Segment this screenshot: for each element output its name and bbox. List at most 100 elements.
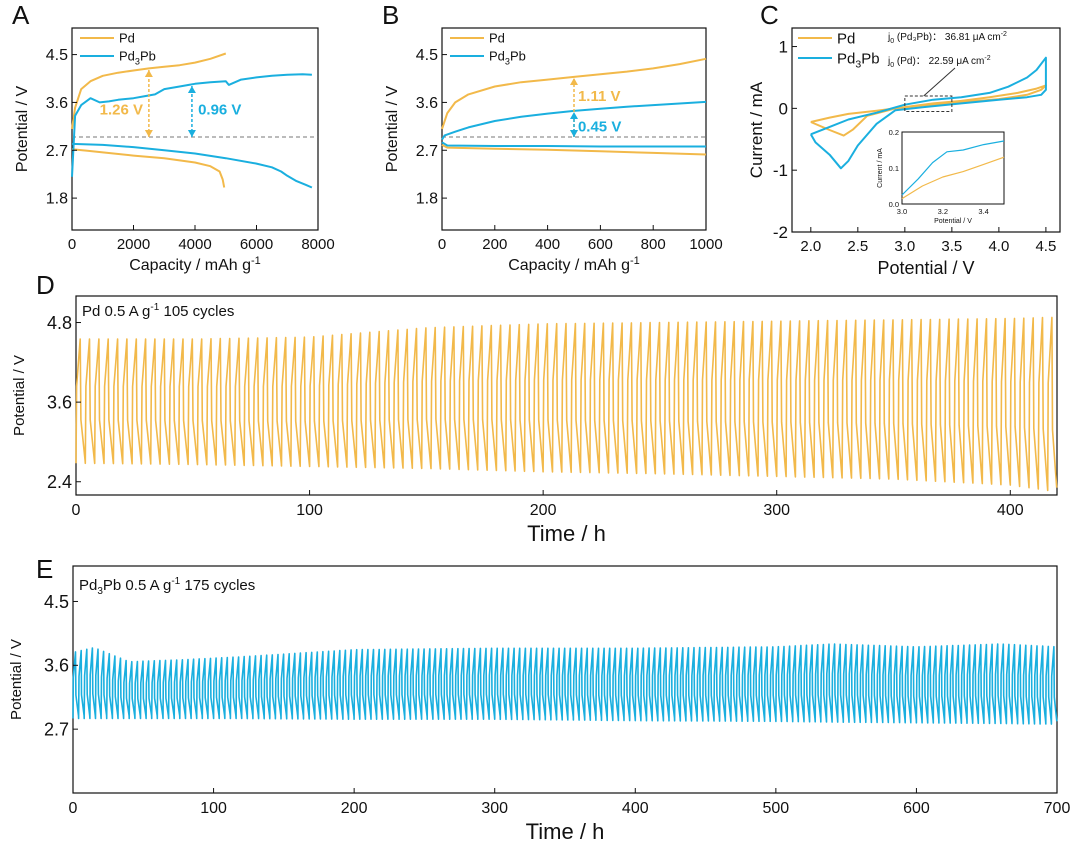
x-axis-label: Time / h xyxy=(527,521,606,546)
x-axis-label: Capacity / mAh g-1 xyxy=(508,255,640,274)
y-tick-label: 4.5 xyxy=(44,592,69,612)
x-tick-label: 800 xyxy=(641,236,666,253)
panel-letter-C: C xyxy=(760,0,779,30)
inset-y-tick-label: 0.2 xyxy=(889,128,899,137)
cycling-condition-label: Pd3Pb 0.5 A g-1 175 cycles xyxy=(79,576,255,597)
y-axis-label: Potential / V xyxy=(14,86,31,173)
panel-B: 1.11 V 0.45 V 0 200 400 600 800 1000 1.8 2.7 3.6 4.… xyxy=(384,27,723,274)
arrowhead-icon xyxy=(187,129,196,137)
gap-label: 1.11 V xyxy=(578,88,621,105)
panel-E: 0 100 200 300 400 500 600 700 2.7 3.6 4.5 Time / h P… xyxy=(8,565,1071,844)
y-tick-label: 4.5 xyxy=(416,47,438,64)
x-tick-label: 3.5 xyxy=(941,238,962,255)
inset-curve-pd xyxy=(901,156,1005,200)
y-axis-label: Potential / V xyxy=(11,355,28,436)
x-tick-label: 0 xyxy=(438,236,446,253)
y-tick-label: 1.8 xyxy=(46,191,68,208)
arrowhead-icon xyxy=(570,111,578,119)
panel-letter-A: A xyxy=(12,0,30,30)
y-tick-label: 3.6 xyxy=(416,95,438,112)
y-tick-label: 4.5 xyxy=(46,47,68,64)
x-tick-label: 0 xyxy=(72,502,81,519)
x-tick-label: 3.0 xyxy=(894,238,915,255)
plot-frame xyxy=(71,27,319,231)
arrowhead-icon xyxy=(570,77,578,85)
x-tick-label: 2000 xyxy=(117,236,150,253)
legend-label-pd: Pd xyxy=(489,31,505,46)
series-line-pd-charge xyxy=(71,52,227,130)
inset-y-tick-label: 0.1 xyxy=(889,164,899,173)
x-tick-label: 100 xyxy=(296,502,323,519)
y-tick-label: 4.8 xyxy=(47,313,72,333)
arrowhead-icon xyxy=(144,69,153,77)
y-tick-label: 3.6 xyxy=(47,392,72,412)
x-tick-label: 400 xyxy=(997,502,1024,519)
arrowhead-icon xyxy=(570,129,578,137)
x-tick-label: 4000 xyxy=(178,236,211,253)
series-line-pd-charge xyxy=(441,57,707,130)
x-tick-label: 600 xyxy=(903,800,930,817)
x-tick-label: 200 xyxy=(482,236,507,253)
x-tick-label: 8000 xyxy=(301,236,334,253)
x-tick-label: 500 xyxy=(763,800,790,817)
inset-y-axis-label: Current / mA xyxy=(877,148,884,188)
x-tick-label: 200 xyxy=(341,800,368,817)
inset-frame xyxy=(901,131,1005,205)
x-tick-label: 1000 xyxy=(689,236,722,253)
y-tick-label: 2.7 xyxy=(416,143,438,160)
series-line-pd-discharge xyxy=(71,148,226,188)
y-tick-label: -2 xyxy=(773,223,788,242)
cycling-voltage-trace xyxy=(75,316,1058,492)
y-tick-label: 2.4 xyxy=(47,472,72,492)
x-tick-label: 300 xyxy=(763,502,790,519)
legend-label-pd3pb: Pd3Pb xyxy=(489,49,526,67)
legend-label-pd3pb: Pd3Pb xyxy=(837,50,880,70)
y-tick-label: 3.6 xyxy=(44,656,69,676)
series-line-pd3pb-charge xyxy=(71,73,312,177)
x-tick-label: 2.0 xyxy=(800,238,821,255)
inset-x-tick-label: 3.4 xyxy=(978,207,988,216)
x-tick-label: 400 xyxy=(535,236,560,253)
cycling-voltage-trace xyxy=(72,643,1058,725)
panel-letter-B: B xyxy=(382,0,399,30)
gap-label: 1.26 V xyxy=(100,101,143,118)
x-axis-label: Potential / V xyxy=(877,258,974,278)
series-line-pd3pb-charge xyxy=(441,100,707,141)
panel-letter-D: D xyxy=(36,270,55,300)
x-tick-label: 0 xyxy=(69,800,78,817)
y-axis-label: Potential / V xyxy=(8,639,25,720)
y-tick-label: 2.7 xyxy=(46,143,68,160)
legend-label-pd3pb: Pd3Pb xyxy=(119,49,156,67)
inset-y-tick-label: 0.0 xyxy=(889,200,899,209)
cycling-condition-label: Pd 0.5 A g-1 105 cycles xyxy=(82,302,234,320)
zoom-region xyxy=(904,95,953,112)
inset-x-tick-label: 3.2 xyxy=(938,207,948,216)
x-tick-label: 4.0 xyxy=(988,238,1009,255)
series-line-pd-discharge xyxy=(441,144,707,156)
y-axis-label: Potential / V xyxy=(384,86,401,173)
y-tick-label: 1 xyxy=(779,37,788,56)
x-tick-label: 6000 xyxy=(240,236,273,253)
gap-label: 0.96 V xyxy=(198,101,241,118)
x-tick-label: 100 xyxy=(200,800,227,817)
plot-frame xyxy=(791,27,1061,233)
x-tick-label: 600 xyxy=(588,236,613,253)
x-tick-label: 200 xyxy=(530,502,557,519)
panel-D: 0 100 200 300 400 2.4 3.6 4.8 Time / h Potential … xyxy=(11,295,1058,546)
gap-label: 0.45 V xyxy=(578,118,621,135)
legend-label-pd: Pd xyxy=(119,31,135,46)
x-tick-label: 0 xyxy=(68,236,76,253)
inset-x-axis-label: Potential / V xyxy=(934,218,972,225)
exchange-current-note: j0 (Pd)： 22.59 μA cm-2 xyxy=(887,55,991,69)
cv-curve-pd3pb xyxy=(809,56,1047,170)
panel-letter-E: E xyxy=(36,554,53,584)
series-line-pd3pb-discharge xyxy=(71,142,313,189)
x-tick-label: 2.5 xyxy=(847,238,868,255)
y-tick-label: 0 xyxy=(779,99,788,118)
series-line-pd3pb-discharge xyxy=(441,141,706,148)
y-tick-label: 3.6 xyxy=(46,95,68,112)
x-tick-label: 700 xyxy=(1044,800,1071,817)
inset-curve-pd3pb xyxy=(901,140,1005,196)
panel-A: 1.26 V 0.96 V 0 2000 4000 6000 8000 1.8 2.7 3.6 4.… xyxy=(14,27,335,274)
